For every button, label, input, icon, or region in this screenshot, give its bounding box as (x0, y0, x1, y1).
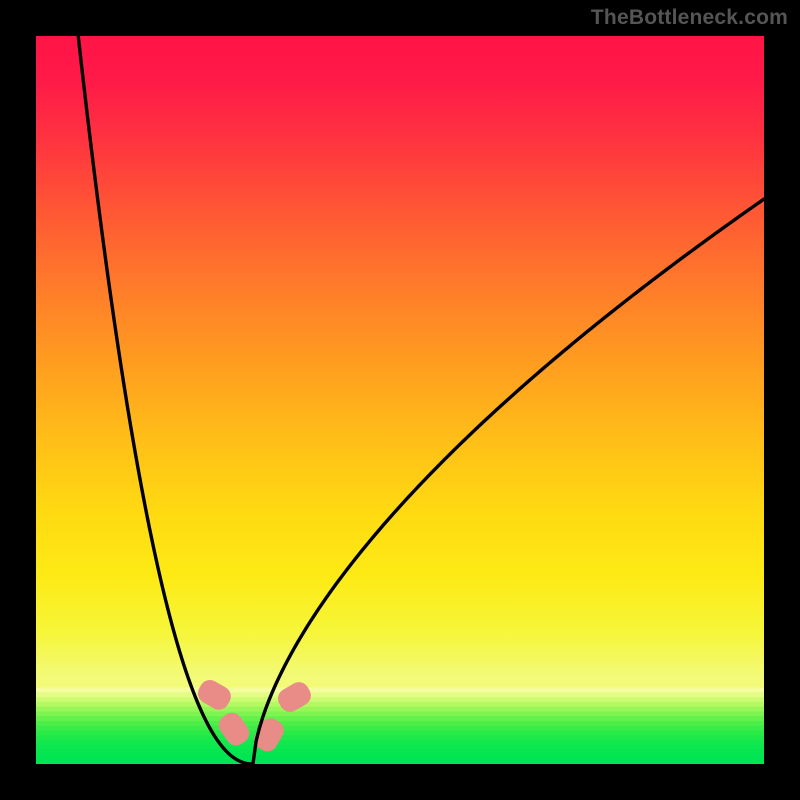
watermark-text: TheBottleneck.com (591, 6, 788, 30)
green-bottom-bands (36, 688, 764, 764)
plot-area (36, 36, 764, 764)
chart-container: TheBottleneck.com (0, 0, 800, 800)
chart-svg (36, 36, 764, 764)
gradient-background (36, 36, 764, 764)
